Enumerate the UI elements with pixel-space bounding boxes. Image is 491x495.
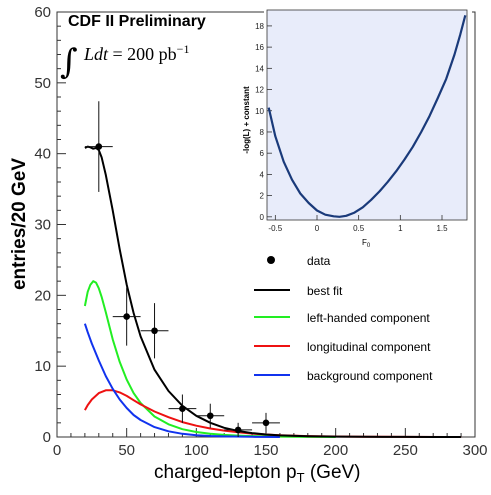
inset-x-tick-label: 0 xyxy=(315,224,320,233)
luminosity-label: ∫ Ldt = 200 pb−1 xyxy=(60,42,189,82)
inset-x-tick-label: -0.5 xyxy=(268,224,282,233)
inset-y-tick-label: 14 xyxy=(255,64,264,73)
x-label-main: charged-lepton p xyxy=(154,462,297,483)
y-tick-label: 10 xyxy=(34,358,51,375)
x-tick-label: 250 xyxy=(393,442,418,459)
inset-y-tick-label: 18 xyxy=(255,22,264,31)
data-marker xyxy=(95,143,103,150)
y-tick-label: 0 xyxy=(43,429,51,446)
luminosity-eq: = 200 xyxy=(108,44,159,64)
legend-marker-data xyxy=(267,256,275,264)
integral-symbol: ∫ xyxy=(60,42,78,82)
x-tick-label: 50 xyxy=(118,442,135,459)
inset-x-label-main: F xyxy=(362,238,367,247)
luminosity-text: Ldt = 200 pb−1 xyxy=(83,42,189,64)
inset-y-tick-label: 8 xyxy=(260,128,265,137)
series-line-longitudinal-component xyxy=(84,389,462,438)
legend-item-background: background component xyxy=(254,369,433,383)
inset-y-tick-label: 10 xyxy=(255,107,264,116)
data-point xyxy=(84,101,113,192)
data-marker xyxy=(206,412,214,420)
x-label-sub: T xyxy=(297,470,305,485)
inset-y-tick-label: 2 xyxy=(260,192,265,201)
x-label-tail: (GeV) xyxy=(305,462,361,483)
inset-y-tick-label: 0 xyxy=(260,213,265,222)
x-tick-label: 150 xyxy=(253,442,278,459)
inset-x-axis-label: F0 xyxy=(362,238,371,249)
data-point xyxy=(252,412,280,433)
legend-item-best-fit: best fit xyxy=(254,284,343,298)
legend: data best fit left-handed component long… xyxy=(254,254,433,383)
x-tick-label: 300 xyxy=(462,442,487,459)
legend-label-data: data xyxy=(307,254,331,268)
y-tick-label: 60 xyxy=(34,4,51,21)
legend-item-longitudinal: longitudinal component xyxy=(254,340,431,354)
data-point xyxy=(196,403,225,428)
luminosity-unit: pb xyxy=(159,44,177,64)
y-tick-label: 40 xyxy=(34,146,51,163)
data-point xyxy=(168,394,197,423)
x-tick-label: 200 xyxy=(323,442,348,459)
legend-label-background: background component xyxy=(307,369,433,383)
data-marker xyxy=(234,426,242,434)
inset-likelihood-curve xyxy=(267,15,467,218)
inset-y-tick-label: 6 xyxy=(260,149,265,158)
data-point xyxy=(140,303,169,359)
legend-item-data: data xyxy=(267,254,331,268)
x-axis-label: charged-lepton pT (GeV) xyxy=(154,462,361,485)
data-marker xyxy=(179,405,186,412)
chart-title: CDF II Preliminary xyxy=(68,13,206,30)
data-marker xyxy=(262,419,270,427)
y-tick-label: 20 xyxy=(34,287,51,304)
data-point xyxy=(112,287,141,346)
y-tick-label: 50 xyxy=(34,75,51,92)
inset-y-tick-label: 4 xyxy=(260,170,265,179)
series-line-background-component xyxy=(83,323,280,438)
inset-x-tick-label: 1.5 xyxy=(436,224,448,233)
inset-plot-area xyxy=(266,9,468,221)
y-tick-label: 30 xyxy=(34,217,51,234)
legend-item-left-handed: left-handed component xyxy=(254,311,430,325)
inset-x-tick-label: 0.5 xyxy=(353,224,365,233)
data-point xyxy=(224,422,253,437)
x-tick-label: 100 xyxy=(184,442,209,459)
legend-label-best-fit: best fit xyxy=(307,284,343,298)
legend-label-left-handed: left-handed component xyxy=(307,311,430,325)
luminosity-lhs: Ldt xyxy=(83,44,109,64)
luminosity-exp: −1 xyxy=(177,42,190,56)
inset-x-label-sub: 0 xyxy=(367,243,371,249)
x-tick-label: 0 xyxy=(53,442,61,459)
data-marker xyxy=(151,327,158,335)
data-points-layer xyxy=(84,101,280,437)
legend-label-longitudinal: longitudinal component xyxy=(307,340,431,354)
inset-y-tick-label: 16 xyxy=(255,43,264,52)
y-axis-label: entries/20 GeV xyxy=(9,158,30,290)
inset-y-axis-label: -log(L) + constant xyxy=(242,86,251,154)
data-marker xyxy=(123,313,130,320)
inset-x-tick-label: 1 xyxy=(398,224,403,233)
inset-y-tick-label: 12 xyxy=(255,86,264,95)
